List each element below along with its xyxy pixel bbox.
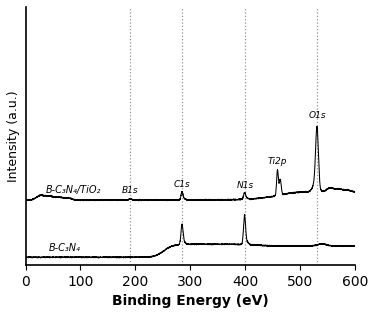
Text: O1s: O1s [308, 112, 326, 121]
Text: C1s: C1s [174, 180, 190, 189]
Text: B1s: B1s [122, 186, 139, 195]
X-axis label: Binding Energy (eV): Binding Energy (eV) [112, 294, 268, 308]
Text: N1s: N1s [237, 180, 254, 190]
Y-axis label: Intensity (a.u.): Intensity (a.u.) [7, 90, 20, 182]
Text: B-C₃N₄: B-C₃N₄ [49, 243, 81, 254]
Text: B-C₃N₄/TiO₂: B-C₃N₄/TiO₂ [46, 185, 102, 195]
Text: Ti2p: Ti2p [268, 157, 287, 166]
